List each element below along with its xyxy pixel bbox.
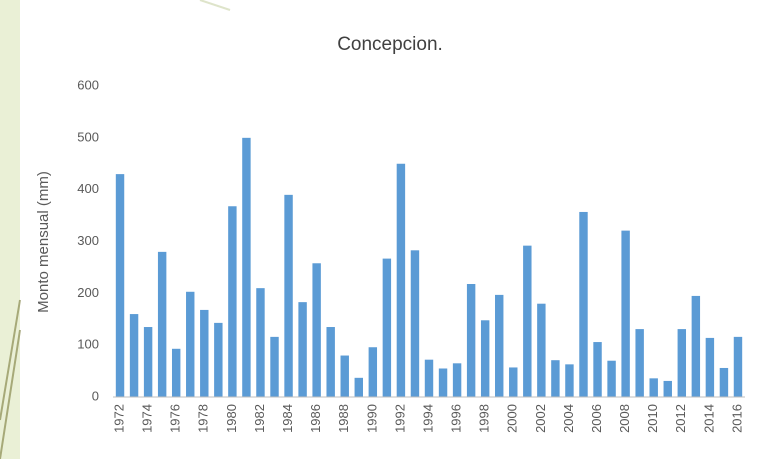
bar	[551, 360, 560, 397]
bar	[256, 288, 265, 397]
bar	[733, 336, 743, 397]
y-tick-label: 300	[77, 233, 99, 248]
bar	[621, 230, 630, 397]
x-tick-label: 1998	[477, 404, 492, 433]
bar	[200, 309, 209, 397]
x-tick-label: 1994	[420, 404, 435, 433]
x-tick-label: 1974	[140, 404, 155, 433]
bar	[537, 303, 546, 397]
bar	[649, 378, 658, 397]
bar	[298, 302, 307, 397]
x-tick-label: 1982	[252, 404, 267, 433]
bar	[157, 251, 167, 397]
bar	[368, 347, 378, 397]
bar	[565, 364, 574, 397]
bar	[705, 337, 715, 397]
y-axis-label: Monto mensual (mm)	[35, 171, 52, 313]
bar	[466, 284, 476, 397]
y-tick-label: 100	[77, 337, 99, 352]
bar	[242, 137, 251, 398]
bar	[270, 336, 279, 397]
x-tick-label: 2004	[561, 404, 576, 433]
x-tick-label: 2006	[589, 404, 604, 433]
x-tick-label: 1978	[196, 404, 211, 433]
bar	[719, 367, 729, 397]
bar	[593, 342, 602, 397]
bar	[396, 163, 406, 397]
x-tick-label: 1988	[336, 404, 351, 433]
y-tick-label: 400	[77, 181, 99, 196]
x-tick-label: 2000	[505, 404, 520, 433]
bar	[115, 174, 125, 397]
x-tick-label: 2008	[617, 404, 632, 433]
bar	[691, 295, 701, 397]
y-tick-label: 200	[77, 285, 99, 300]
bar	[354, 377, 363, 397]
x-tick-label: 1984	[280, 404, 295, 433]
bar	[509, 367, 518, 397]
bar	[579, 211, 588, 397]
x-tick-label: 2002	[533, 404, 548, 433]
x-tick-label: 2016	[729, 404, 744, 433]
decor-line	[0, 299, 21, 421]
bar	[523, 245, 532, 397]
x-tick-label: 2010	[645, 404, 660, 433]
decoration	[0, 0, 231, 459]
bar	[186, 291, 195, 397]
x-tick-label: 1976	[168, 404, 183, 433]
bar	[382, 258, 392, 397]
bar	[326, 327, 335, 397]
chart-title: Concepcion.	[337, 34, 443, 55]
y-tick-label: 0	[92, 388, 99, 403]
x-tick-label: 1980	[224, 404, 239, 433]
x-tick-label: 2012	[673, 404, 688, 433]
bar	[438, 368, 448, 397]
x-tick-label: 1972	[111, 404, 126, 433]
bar	[452, 363, 462, 397]
bar	[171, 348, 181, 397]
y-tick-label: 500	[77, 129, 99, 144]
y-tick-label: 600	[77, 77, 99, 92]
x-tick-label: 1996	[449, 404, 464, 433]
decor-line	[0, 329, 21, 459]
bar	[480, 320, 490, 397]
bar	[663, 380, 672, 397]
bar	[410, 250, 420, 397]
x-tick-label: 1986	[308, 404, 323, 433]
bar	[284, 194, 293, 397]
bar	[312, 263, 321, 397]
bar	[228, 206, 237, 397]
bar	[143, 327, 153, 397]
bar	[129, 314, 139, 397]
decor-line	[199, 0, 231, 11]
x-tick-label: 1990	[364, 404, 379, 433]
bar	[607, 360, 616, 397]
bar	[424, 359, 434, 397]
x-tick-label: 2014	[701, 404, 716, 433]
x-tick-label: 1992	[392, 404, 407, 433]
bar	[635, 329, 644, 397]
bar	[214, 322, 223, 397]
bar	[340, 355, 349, 397]
bar	[677, 329, 687, 397]
bar	[495, 294, 504, 397]
